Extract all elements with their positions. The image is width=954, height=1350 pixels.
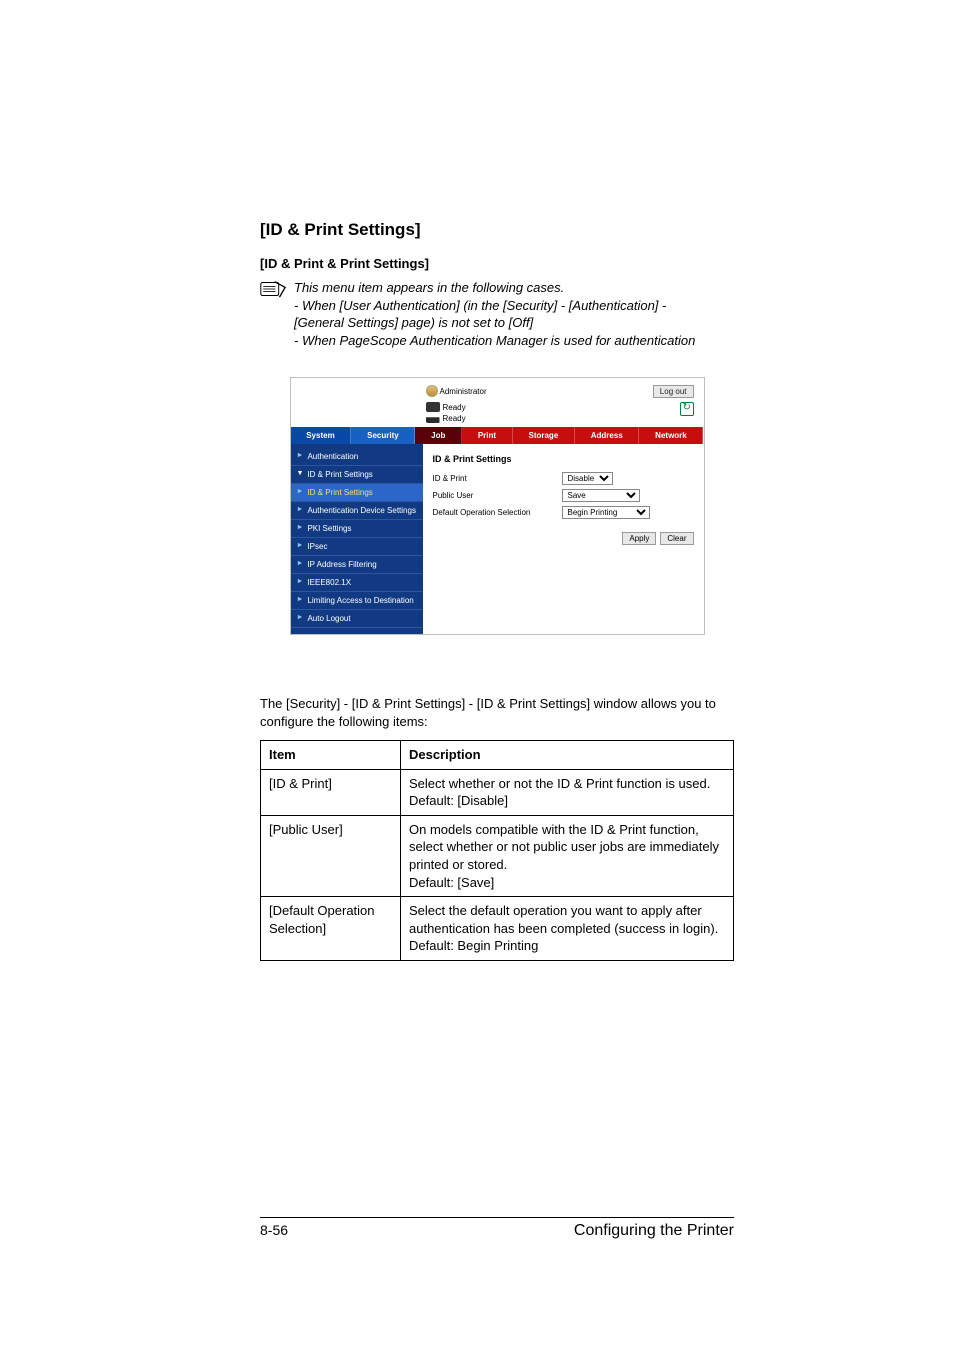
sidebar-item[interactable]: ►IEEE802.1X <box>291 574 423 592</box>
note-text: This menu item appears in the following … <box>294 279 695 349</box>
chevron-icon: ► <box>297 488 304 497</box>
table-row: [Default Operation Selection] Select the… <box>261 897 734 961</box>
tab-bar: System Security Job Print Storage Addres… <box>291 427 704 444</box>
sidebar-item[interactable]: ►IP Address Filtering <box>291 556 423 574</box>
sidebar-item[interactable]: ►PKI Settings <box>291 520 423 538</box>
public-user-select[interactable]: Save <box>562 489 640 502</box>
embedded-screenshot: Administrator Log out Ready Ready System… <box>290 377 705 635</box>
page-subheading: [ID & Print & Print Settings] <box>260 256 734 271</box>
status-icon <box>426 402 440 412</box>
field-row: Default Operation Selection Begin Printi… <box>433 506 694 519</box>
tab-print[interactable]: Print <box>462 427 513 444</box>
admin-label: Administrator <box>440 387 487 396</box>
table-cell-desc: Select the default operation you want to… <box>401 897 734 961</box>
table-header-desc: Description <box>401 741 734 770</box>
sidebar-label: IPsec <box>307 542 327 551</box>
sidebar-label: Auto Logout <box>307 614 350 623</box>
sidebar-item[interactable]: ►ID & Print Settings <box>291 484 423 502</box>
id-print-select[interactable]: Disable <box>562 472 613 485</box>
page-footer: 8-56 Configuring the Printer <box>260 1217 734 1240</box>
apply-button[interactable]: Apply <box>622 532 656 545</box>
chevron-icon: ► <box>297 524 304 533</box>
status-row: Ready <box>426 413 466 423</box>
admin-indicator: Administrator <box>426 385 487 397</box>
status-row: Ready <box>426 402 466 412</box>
avatar-icon <box>426 385 438 397</box>
note-line: [General Settings] page) is not set to [… <box>294 315 533 330</box>
chevron-icon: ► <box>297 452 304 461</box>
clear-button[interactable]: Clear <box>660 532 693 545</box>
sidebar-item[interactable]: ►Limiting Access to Destination <box>291 592 423 610</box>
section-title: Configuring the Printer <box>574 1222 734 1240</box>
main-panel: ID & Print Settings ID & Print Disable P… <box>423 444 704 634</box>
tab-network[interactable]: Network <box>639 427 703 444</box>
sidebar-item[interactable]: ►Authentication Device Settings <box>291 502 423 520</box>
field-row: Public User Save <box>433 489 694 502</box>
sidebar-item[interactable]: ►Authentication <box>291 448 423 466</box>
printer-icon <box>426 413 440 423</box>
table-row: [Public User] On models compatible with … <box>261 815 734 896</box>
note-block: This menu item appears in the following … <box>260 279 734 349</box>
logout-button[interactable]: Log out <box>653 385 694 398</box>
field-label: ID & Print <box>433 474 558 483</box>
sidebar: ►Authentication ▼ID & Print Settings ►ID… <box>291 444 423 634</box>
table-cell-item: [ID & Print] <box>261 769 401 815</box>
table-row: [ID & Print] Select whether or not the I… <box>261 769 734 815</box>
tab-security[interactable]: Security <box>351 427 415 444</box>
body-text: The [Security] - [ID & Print Settings] -… <box>260 695 734 730</box>
sidebar-label: Limiting Access to Destination <box>307 596 413 605</box>
table-cell-item: [Public User] <box>261 815 401 896</box>
table-header-item: Item <box>261 741 401 770</box>
page-number: 8-56 <box>260 1222 288 1240</box>
status-ready: Ready <box>443 414 466 423</box>
field-label: Public User <box>433 491 558 500</box>
tab-storage[interactable]: Storage <box>513 427 575 444</box>
tab-job[interactable]: Job <box>415 427 462 444</box>
chevron-icon: ► <box>297 614 304 623</box>
chevron-icon: ► <box>297 506 304 515</box>
status-ready: Ready <box>443 403 466 412</box>
note-line: - When PageScope Authentication Manager … <box>294 333 695 348</box>
chevron-icon: ► <box>297 542 304 551</box>
sidebar-label: ID & Print Settings <box>307 488 372 497</box>
description-table: Item Description [ID & Print] Select whe… <box>260 740 734 960</box>
note-icon <box>260 279 286 299</box>
sidebar-item[interactable]: ▼ID & Print Settings <box>291 466 423 484</box>
chevron-icon: ► <box>297 578 304 587</box>
refresh-button[interactable] <box>680 402 694 416</box>
note-line: This menu item appears in the following … <box>294 280 564 295</box>
sidebar-label: Authentication <box>307 452 358 461</box>
sidebar-label: Authentication Device Settings <box>307 506 416 515</box>
sidebar-label: PKI Settings <box>307 524 351 533</box>
sidebar-item[interactable]: ►Auto Logout <box>291 610 423 628</box>
sidebar-label: IEEE802.1X <box>307 578 351 587</box>
table-cell-desc: On models compatible with the ID & Print… <box>401 815 734 896</box>
table-cell-item: [Default Operation Selection] <box>261 897 401 961</box>
sidebar-item[interactable]: ►IPsec <box>291 538 423 556</box>
page-heading: [ID & Print Settings] <box>260 220 734 240</box>
field-label: Default Operation Selection <box>433 508 558 517</box>
sidebar-label: ID & Print Settings <box>307 470 372 479</box>
chevron-icon: ► <box>297 596 304 605</box>
table-cell-desc: Select whether or not the ID & Print fun… <box>401 769 734 815</box>
sidebar-label: IP Address Filtering <box>307 560 376 569</box>
tab-system[interactable]: System <box>291 427 352 444</box>
note-line: - When [User Authentication] (in the [Se… <box>294 298 666 313</box>
chevron-icon: ► <box>297 560 304 569</box>
panel-title: ID & Print Settings <box>433 454 694 464</box>
field-row: ID & Print Disable <box>433 472 694 485</box>
default-op-select[interactable]: Begin Printing <box>562 506 650 519</box>
tab-address[interactable]: Address <box>575 427 639 444</box>
chevron-down-icon: ▼ <box>297 470 304 479</box>
